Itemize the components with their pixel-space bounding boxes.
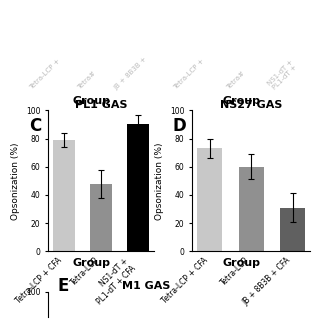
Bar — [127, 124, 149, 251]
Text: Tetra-LCP +: Tetra-LCP + — [29, 58, 62, 91]
Text: Tetra-LCP +: Tetra-LCP + — [173, 58, 206, 91]
Text: E: E — [58, 276, 69, 295]
Text: NS1-dT +
PL1-dT +: NS1-dT + PL1-dT + — [266, 59, 299, 91]
Bar — [280, 208, 305, 251]
Bar — [53, 140, 75, 251]
Y-axis label: Opsonization (%): Opsonization (%) — [155, 142, 164, 220]
Text: Group: Group — [72, 258, 110, 268]
Y-axis label: Opsonization (%): Opsonization (%) — [11, 142, 20, 220]
Text: M1 GAS: M1 GAS — [122, 281, 170, 291]
Text: Group: Group — [72, 96, 110, 106]
Bar — [239, 167, 264, 251]
Title: PL1 GAS: PL1 GAS — [75, 100, 127, 110]
Text: JB + 8B3B +: JB + 8B3B + — [114, 56, 149, 91]
Text: Group: Group — [223, 96, 260, 106]
Title: NS27 GAS: NS27 GAS — [220, 100, 282, 110]
Bar — [197, 148, 222, 251]
Bar — [90, 184, 112, 251]
Text: D: D — [173, 117, 187, 135]
Text: C: C — [29, 117, 41, 135]
Text: Group: Group — [223, 258, 260, 268]
Text: Tetra#: Tetra# — [76, 71, 97, 91]
Text: Tetra#: Tetra# — [225, 71, 245, 91]
